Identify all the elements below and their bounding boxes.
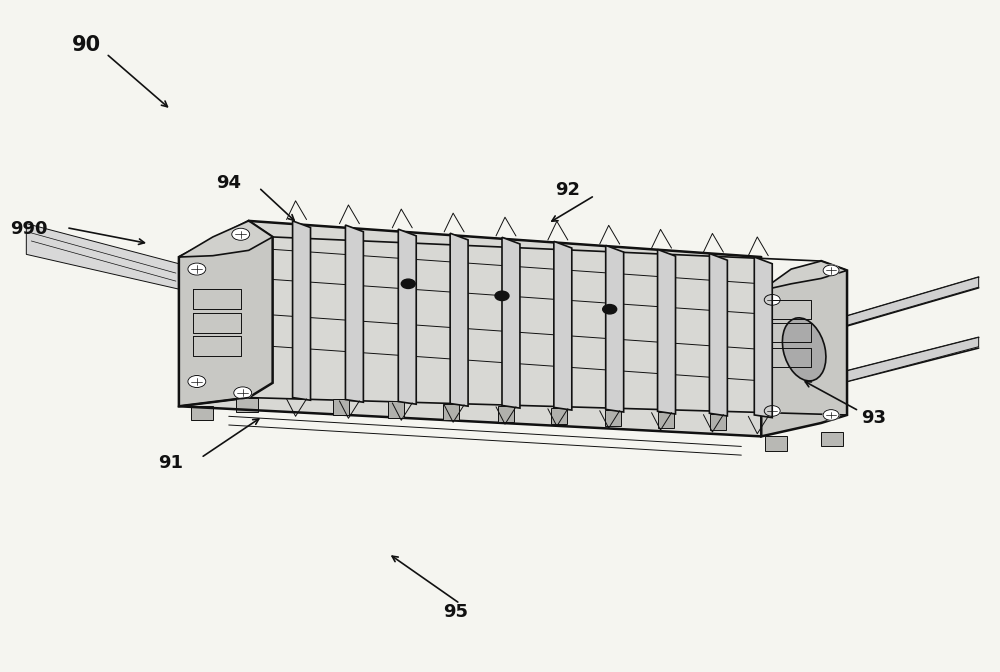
Polygon shape	[179, 221, 761, 436]
Polygon shape	[26, 224, 179, 289]
Polygon shape	[710, 413, 726, 429]
Circle shape	[603, 304, 617, 314]
Polygon shape	[179, 221, 273, 257]
Circle shape	[234, 387, 252, 399]
Polygon shape	[847, 337, 979, 382]
Text: 94: 94	[216, 175, 241, 192]
Polygon shape	[554, 241, 572, 410]
Circle shape	[823, 265, 839, 276]
Polygon shape	[754, 257, 772, 417]
Circle shape	[823, 410, 839, 420]
Polygon shape	[821, 431, 843, 446]
Circle shape	[232, 228, 250, 241]
Polygon shape	[765, 436, 787, 451]
Polygon shape	[249, 221, 821, 261]
Polygon shape	[551, 407, 567, 423]
Circle shape	[764, 406, 780, 417]
Polygon shape	[236, 398, 258, 413]
Text: 90: 90	[72, 35, 101, 55]
Polygon shape	[761, 261, 847, 290]
Text: 93: 93	[861, 409, 886, 427]
Polygon shape	[847, 277, 979, 325]
Polygon shape	[658, 411, 674, 427]
Circle shape	[764, 294, 780, 305]
Ellipse shape	[782, 318, 826, 381]
Polygon shape	[293, 221, 311, 401]
Polygon shape	[191, 406, 213, 420]
Text: 91: 91	[158, 454, 183, 472]
Polygon shape	[498, 406, 514, 421]
Text: 92: 92	[555, 181, 580, 199]
Polygon shape	[450, 233, 468, 406]
Circle shape	[401, 279, 415, 288]
Text: 990: 990	[11, 220, 48, 238]
Text: 95: 95	[443, 603, 468, 621]
Polygon shape	[333, 399, 349, 415]
Polygon shape	[658, 249, 676, 414]
Polygon shape	[606, 245, 624, 412]
Polygon shape	[502, 237, 520, 408]
Polygon shape	[443, 403, 459, 419]
Polygon shape	[761, 261, 847, 436]
Circle shape	[495, 291, 509, 300]
Circle shape	[188, 376, 206, 388]
Polygon shape	[345, 225, 363, 403]
Polygon shape	[398, 229, 416, 405]
Polygon shape	[179, 221, 273, 407]
Polygon shape	[388, 401, 404, 417]
Polygon shape	[709, 253, 727, 416]
Circle shape	[188, 263, 206, 275]
Polygon shape	[605, 410, 621, 425]
